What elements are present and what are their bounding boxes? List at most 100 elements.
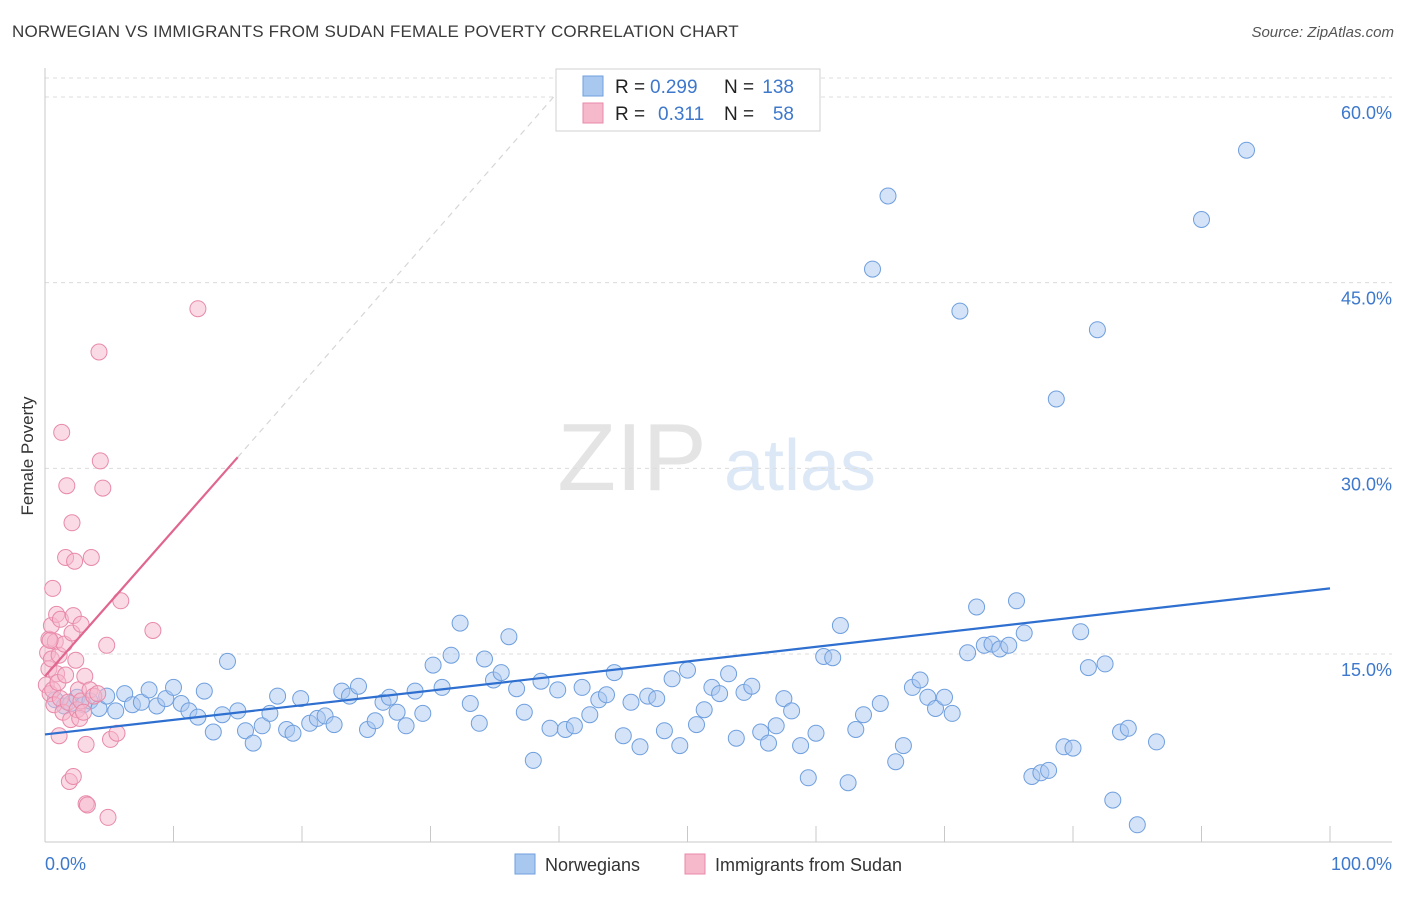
norwegians-point [720, 665, 738, 683]
norwegians-point [204, 723, 222, 741]
stats-r-label-pink: R = [615, 104, 645, 125]
norwegians-point [549, 681, 567, 699]
norwegians-point [292, 690, 310, 708]
norwegians-point [1088, 321, 1106, 339]
norwegians-point [1096, 655, 1114, 673]
norwegians-point [799, 769, 817, 787]
sudan-point [75, 703, 92, 721]
norwegians-point [1148, 733, 1165, 751]
stats-r-value-blue: 0.299 [650, 77, 698, 98]
stats-r-label-blue: R = [615, 77, 645, 98]
norwegians-point [165, 678, 182, 696]
stats-r-value-pink: 0.311 [658, 104, 704, 125]
norwegians-point [767, 717, 785, 735]
norwegians-point [1047, 390, 1065, 408]
trend-line-sudan [44, 456, 239, 678]
sudan-point [82, 549, 100, 566]
norwegians-point [1128, 816, 1146, 834]
norwegians-point [792, 737, 810, 755]
norwegians-point [927, 700, 944, 717]
norwegians-point [688, 716, 705, 734]
norwegians-point [388, 703, 406, 721]
series-legend: Norwegians Immigrants from Sudan [514, 853, 902, 875]
norwegians-point [1008, 592, 1025, 610]
norwegians-point [648, 690, 666, 708]
sudan-point [41, 631, 59, 649]
norwegians-point [269, 687, 287, 705]
trend-line-norwegians [44, 587, 1331, 736]
sudan-point [50, 727, 68, 745]
norwegians-point [581, 706, 599, 724]
y-axis-label: Female Poverty [18, 396, 37, 516]
norwegians-point [1119, 719, 1137, 737]
stats-n-label-blue: N = [724, 77, 754, 98]
norwegians-point [524, 751, 542, 769]
norwegians-point [622, 693, 640, 711]
norwegians-point [831, 617, 849, 634]
sudan-point [66, 552, 84, 570]
sudan-point [64, 768, 82, 785]
norwegians-point [140, 681, 158, 699]
norwegians-point [1015, 624, 1033, 642]
stats-n-value-blue: 138 [762, 77, 794, 98]
source-credit: Source: ZipAtlas.com [1251, 24, 1394, 41]
legend-swatch-norwegians [514, 853, 536, 875]
sudan-point [144, 622, 162, 639]
norwegians-point [783, 702, 801, 720]
norwegians-point [414, 704, 432, 722]
norwegians-point [500, 628, 518, 646]
sudan-point [94, 479, 112, 497]
norwegians-point [1000, 636, 1018, 654]
norwegians-point [1193, 211, 1210, 228]
norwegians-point [864, 260, 881, 278]
sudan-point [58, 477, 76, 495]
norwegians-point [515, 703, 533, 721]
norwegians-point [565, 717, 583, 735]
x-tick-label-max: 100.0% [1331, 854, 1392, 874]
norwegians-point [1238, 141, 1255, 159]
norwegians-point [195, 682, 213, 700]
norwegians-point [631, 738, 649, 756]
trend-lines [44, 90, 1331, 736]
sudan-point [189, 300, 207, 318]
norwegians-point [679, 661, 696, 679]
sudan-point [67, 651, 85, 669]
sudan-point [53, 423, 71, 441]
norwegians-point [871, 695, 889, 712]
norwegians-point [695, 701, 713, 719]
norwegians-point [461, 695, 479, 712]
norwegians-point [397, 717, 415, 735]
trend-line-sudan-extension [237, 90, 560, 458]
sudan-point [44, 579, 62, 597]
norwegians-point [284, 724, 302, 742]
norwegians-point [951, 302, 969, 320]
y-tick-labels: 15.0% 30.0% 45.0% 60.0% [1341, 103, 1392, 680]
norwegians-point [350, 677, 367, 695]
watermark-atlas: atlas [724, 426, 876, 506]
norwegians-point [968, 598, 986, 616]
norwegians-point [476, 650, 493, 668]
norwegians-point [839, 774, 857, 792]
norwegians-point [424, 656, 442, 674]
y-tick-label-60: 60.0% [1341, 103, 1392, 123]
stats-legend-swatch-blue [582, 75, 604, 97]
norwegians-point [492, 664, 510, 682]
norwegians-point [380, 688, 398, 706]
norwegians-point [541, 719, 559, 737]
series-immigrants-from-sudan [37, 300, 207, 826]
sudan-point [63, 514, 81, 532]
y-tick-label-45: 45.0% [1341, 289, 1392, 309]
legend-swatch-sudan [684, 853, 706, 875]
sudan-point [91, 452, 109, 470]
norwegians-point [959, 644, 977, 662]
sudan-point [78, 796, 96, 814]
norwegians-point [727, 729, 745, 747]
norwegians-point [743, 677, 761, 695]
norwegians-point [614, 727, 632, 745]
norwegians-point [598, 686, 615, 704]
norwegians-point [442, 646, 460, 664]
norwegians-point [855, 706, 872, 724]
norwegians-point [663, 670, 681, 688]
